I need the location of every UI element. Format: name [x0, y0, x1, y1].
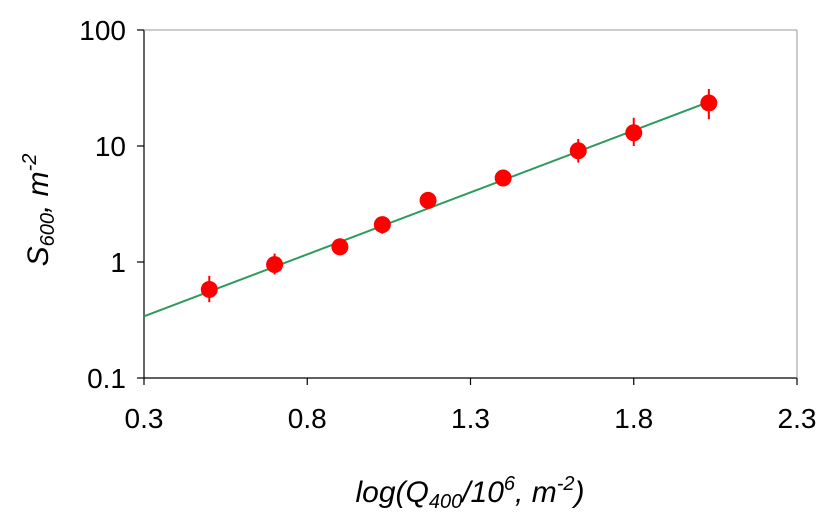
- x-tick-label: 1.3: [451, 403, 490, 434]
- y-ticks: 0.1 1 10 100: [79, 15, 144, 394]
- data-point: [419, 191, 437, 209]
- data-marker: [569, 142, 587, 160]
- data-marker: [700, 94, 718, 112]
- data-marker: [625, 124, 643, 142]
- data-point: [200, 275, 218, 303]
- fit-line: [143, 100, 710, 318]
- data-point: [494, 169, 512, 187]
- data-point: [331, 238, 349, 256]
- x-tick-label: 1.8: [614, 403, 653, 434]
- data-point: [266, 253, 284, 275]
- data-marker: [494, 169, 512, 187]
- data-point: [569, 138, 587, 163]
- data-points-series: [200, 89, 718, 303]
- x-tick-label: 2.3: [778, 403, 817, 434]
- y-tick-label: 100: [79, 15, 126, 46]
- y-tick-label: 0.1: [87, 363, 126, 394]
- y-tick-label: 1: [110, 247, 126, 278]
- y-axis-title: S600, m-2: [19, 154, 59, 267]
- data-point: [625, 117, 643, 146]
- data-point: [700, 89, 718, 120]
- y-tick-label: 10: [95, 131, 126, 162]
- x-ticks: 0.3 0.8 1.3 1.8 2.3: [125, 378, 817, 434]
- x-axis-title: log(Q400/106, m-2): [355, 473, 584, 513]
- data-point: [373, 216, 391, 234]
- data-marker: [331, 238, 349, 256]
- data-marker: [200, 280, 218, 298]
- data-marker: [373, 216, 391, 234]
- data-marker: [419, 191, 437, 209]
- fit-series: [143, 100, 710, 318]
- data-marker: [266, 256, 284, 274]
- x-tick-label: 0.8: [288, 403, 327, 434]
- plot-area: 0.3 0.8 1.3 1.8 2.3 0.1 1 10 100: [79, 15, 816, 434]
- x-tick-label: 0.3: [125, 403, 164, 434]
